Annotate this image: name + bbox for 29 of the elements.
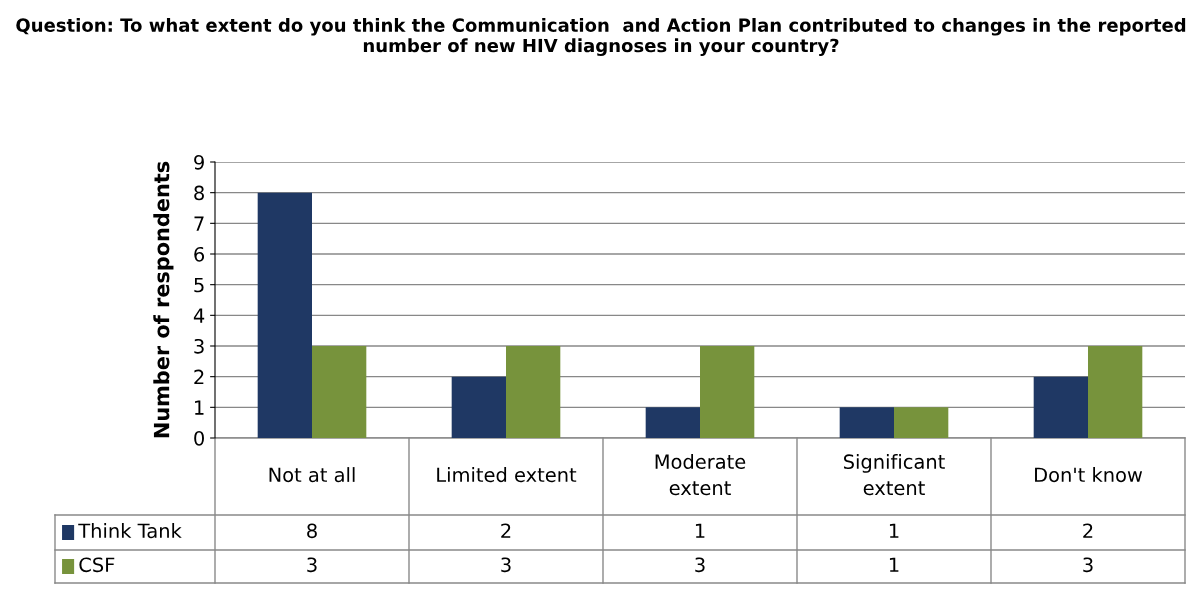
y-tick-label: 3 [194, 338, 204, 354]
legend-label: Think Tank [78, 523, 182, 539]
data-label: 1 [889, 557, 899, 572]
data-label: 2 [1083, 523, 1093, 538]
data-label: 2 [501, 523, 511, 538]
y-tick-label: 7 [194, 216, 204, 231]
x-tick-label: Not at all [269, 467, 355, 483]
data-label: 3 [695, 557, 705, 573]
data-label: 3 [307, 557, 317, 573]
y-tick-label: 4 [193, 308, 205, 323]
y-axis-title: Number of respondents [153, 161, 174, 438]
data-label: 3 [1083, 557, 1093, 573]
data-label: 1 [695, 523, 705, 538]
x-tick-label: Significant extent [843, 453, 945, 496]
y-tick-label: 5 [194, 277, 204, 293]
x-tick-label: Limited extent [437, 467, 577, 483]
legend-label: CSF [79, 557, 115, 573]
y-tick-label: 0 [194, 430, 204, 446]
y-tick-label: 2 [194, 369, 204, 385]
y-tick-label: 1 [195, 400, 204, 415]
chart-title: Question: To what extent do you think the Communication and Action Plan contributed to changes in the reported number of new HIV diagnoses in your country? [16, 18, 1186, 56]
y-tick-label: 9 [194, 154, 204, 170]
y-tick-label: 8 [194, 185, 204, 201]
data-label: 1 [889, 523, 899, 538]
x-tick-label: Moderate extent [655, 453, 746, 496]
y-tick-label: 6 [194, 246, 205, 262]
x-tick-label: Don't know [1035, 467, 1143, 483]
data-label: 8 [307, 523, 317, 539]
data-label: 3 [501, 557, 511, 573]
